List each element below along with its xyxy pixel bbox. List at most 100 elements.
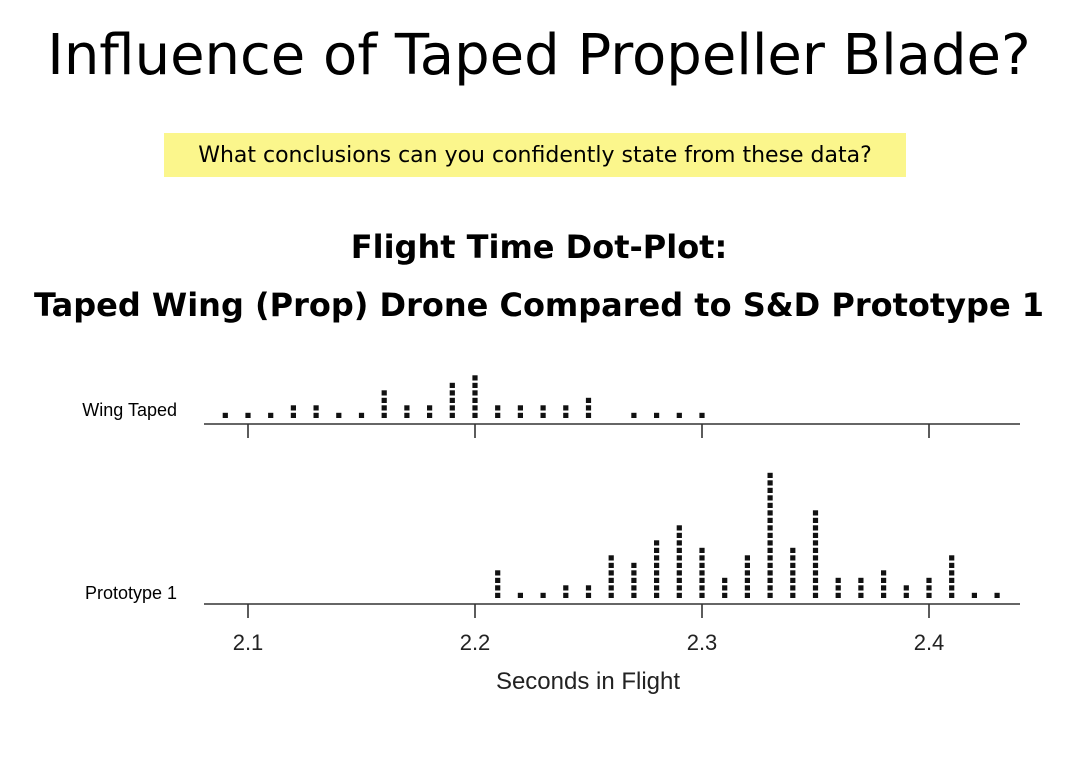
data-dot — [449, 390, 455, 396]
data-dot — [949, 562, 955, 568]
data-dot — [744, 592, 750, 598]
data-dot — [767, 555, 773, 561]
data-dot — [654, 585, 660, 591]
data-dot — [540, 592, 546, 598]
data-dot — [676, 525, 682, 531]
data-dot — [517, 412, 523, 418]
data-dot — [245, 412, 251, 418]
data-dot — [812, 510, 819, 516]
data-dot — [449, 405, 455, 411]
data-dot — [585, 405, 592, 411]
data-dot — [631, 570, 637, 576]
data-dot — [654, 570, 660, 576]
tick-label: 2.2 — [460, 630, 491, 655]
data-dot — [881, 592, 887, 598]
data-dot — [926, 585, 932, 591]
series-label-prototype-1: Prototype 1 — [85, 583, 177, 603]
data-dot — [790, 592, 796, 598]
data-dot — [903, 592, 909, 598]
data-dot — [812, 577, 819, 583]
data-dot — [744, 555, 750, 561]
data-dot — [654, 555, 660, 561]
data-dot — [290, 405, 296, 411]
data-dot — [744, 577, 750, 583]
data-dot — [631, 562, 637, 568]
data-dot — [767, 532, 773, 538]
data-dot — [676, 555, 682, 561]
data-dot — [767, 480, 773, 486]
data-dot — [676, 540, 682, 546]
data-dot — [608, 570, 614, 576]
data-dot — [222, 412, 228, 418]
prompt-box: What conclusions can you confidently sta… — [164, 133, 906, 177]
data-dot — [654, 577, 660, 583]
data-dot — [926, 592, 932, 598]
data-dot — [949, 570, 955, 576]
data-dot — [676, 547, 682, 553]
data-dot — [608, 562, 614, 568]
data-dot — [654, 562, 660, 568]
data-dot — [835, 577, 841, 583]
data-dot — [654, 547, 660, 553]
data-dot — [608, 555, 614, 561]
data-dot — [495, 585, 501, 591]
data-dot — [699, 547, 705, 553]
chart-title-line2: Taped Wing (Prop) Drone Compared to S&D … — [33, 286, 1045, 324]
data-dot — [767, 510, 773, 516]
data-dot — [381, 390, 387, 396]
data-dot — [676, 570, 682, 576]
data-dot — [699, 555, 705, 561]
data-dot — [812, 517, 819, 523]
data-dot — [517, 405, 523, 411]
data-dot — [949, 577, 955, 583]
data-dot — [744, 585, 750, 591]
tick-label: 2.4 — [914, 630, 945, 655]
data-dot — [903, 585, 909, 591]
data-dot — [495, 570, 501, 576]
data-dot — [812, 555, 819, 561]
data-dot — [472, 390, 478, 396]
data-dot — [290, 412, 296, 418]
data-dot — [812, 585, 819, 591]
data-dot — [744, 570, 750, 576]
data-dot — [699, 585, 705, 591]
data-dot — [812, 592, 819, 598]
data-dot — [971, 592, 977, 598]
data-dot — [812, 540, 819, 546]
x-axis-label: Seconds in Flight — [496, 668, 680, 695]
data-dot — [722, 577, 728, 583]
data-dot — [676, 532, 682, 538]
tick-label: 2.1 — [233, 630, 264, 655]
data-dot — [767, 502, 773, 508]
data-dot — [881, 585, 887, 591]
data-dot — [585, 585, 592, 591]
data-dot — [631, 577, 637, 583]
data-dot — [381, 405, 387, 411]
data-dot — [790, 570, 796, 576]
data-dot — [790, 577, 796, 583]
chart-title-line1: Flight Time Dot-Plot: — [350, 228, 728, 266]
data-dot — [427, 405, 433, 411]
data-dot — [699, 412, 705, 418]
data-dot — [654, 592, 660, 598]
data-dot — [949, 592, 955, 598]
data-dot — [495, 577, 501, 583]
data-dot — [381, 397, 387, 403]
data-dot — [676, 562, 682, 568]
data-dot — [767, 525, 773, 531]
data-dot — [563, 585, 569, 591]
data-dot — [472, 405, 478, 411]
data-dot — [812, 570, 819, 576]
data-dot — [676, 412, 682, 418]
data-dot — [654, 540, 660, 546]
series-label-wing-taped: Wing Taped — [82, 400, 177, 420]
data-dot — [540, 405, 546, 411]
data-dot — [881, 570, 887, 576]
data-dot — [472, 412, 478, 418]
data-dot — [608, 577, 614, 583]
data-dot — [631, 592, 637, 598]
data-dot — [949, 555, 955, 561]
data-dot — [449, 412, 455, 418]
data-dot — [835, 592, 841, 598]
data-dot — [722, 585, 728, 591]
